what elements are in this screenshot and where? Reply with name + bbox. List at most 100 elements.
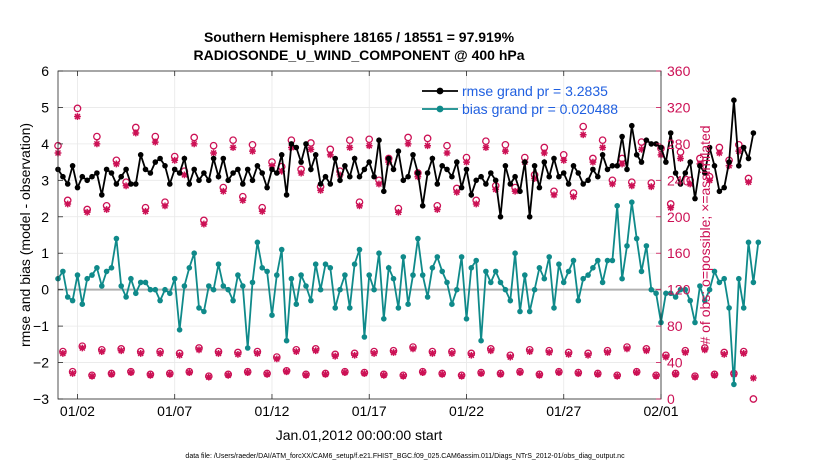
legend-rmse-label: rmse grand pr = 3.2835 [462,83,608,99]
x-tick-label: 01/12 [254,403,289,419]
obs-assimilated-marker [749,374,757,382]
bias-point [376,250,382,256]
obs-assimilated-marker [341,369,349,376]
bias-point [507,297,514,304]
obs-assimilated-marker [375,180,383,188]
bias-point [716,279,723,286]
rmse-point [254,163,261,169]
rmse-point [522,159,528,165]
obs-possible-marker [423,134,432,143]
rmse-point [191,166,197,173]
rmse-point [556,173,562,180]
rmse-point [619,133,625,140]
axes: 01/02 01/07 01/12 01/17 01/22 01/27 02/01 −3 −2 −… [33,63,691,419]
bias-point [196,305,202,311]
y-tick-label-left: 0 [41,282,49,298]
obs-assimilated-marker [438,371,446,378]
bias-point [721,275,727,282]
obs-assimilated-marker [351,351,359,359]
obs-assimilated-marker [652,372,660,380]
rmse-point [308,166,314,173]
obs-assimilated-marker [443,149,451,157]
obs-assimilated-marker [322,371,329,378]
obs-assimilated-marker [263,371,271,378]
bias-point [361,334,368,340]
bias-point [74,272,81,278]
bias-point [575,297,582,304]
rmse-point [240,181,246,187]
obs-assimilated-marker [69,370,76,377]
obs-possible-marker [345,136,354,145]
obs-assimilated-marker [448,350,456,357]
obs-assimilated-marker [516,369,524,376]
y-tick-label-left: −2 [33,355,49,371]
bias-point [303,283,309,289]
y-axis-left-label: rmse and bias (model - observation) [17,123,33,347]
obs-assimilated-marker [258,207,266,215]
y-tick-label-left: −1 [33,318,49,334]
obs-assimilated-marker [278,167,286,175]
obs-assimilated-marker [501,147,509,155]
obs-possible-marker [598,136,607,145]
rmse-point [298,159,304,165]
bias-point [454,286,460,293]
rmse-point [745,155,752,162]
bias-point [410,272,416,278]
rmse-point [546,173,552,180]
bias-point [371,286,377,293]
bias-point [560,279,567,286]
bias-point [278,246,285,253]
bias-point [94,265,100,271]
bias-point [308,297,314,304]
rmse-point [551,155,557,162]
bias-point [502,286,509,293]
rmse-point [103,166,110,173]
rmse-point [312,152,319,158]
rmse-point [235,166,241,173]
rmse-point [648,141,655,147]
rmse-point [84,177,90,184]
legend-bias-label: bias grand pr = 0.020488 [462,101,618,117]
obs-assimilated-marker [715,149,723,157]
rmse-point [244,166,251,173]
legend-rmse-marker [436,87,444,95]
rmse-point [69,163,76,169]
rmse-point [201,170,207,176]
rmse-point [351,155,358,162]
bias-point [624,243,630,249]
rmse-point [424,170,431,176]
bias-point [206,283,212,289]
rmse-point [381,188,387,195]
rmse-point [497,214,504,220]
x-tick-label: 01/02 [60,403,95,419]
bias-point [531,286,538,293]
bias-point [585,272,591,278]
bias-point [254,239,261,246]
obs-assimilated-marker [429,350,436,357]
rmse-point [507,181,514,187]
rmse-point [565,181,572,187]
rmse-point [196,177,202,184]
rmse-point [249,177,256,184]
obs-assimilated-marker [83,208,91,216]
obs-possible-marker [73,104,82,113]
obs-assimilated-marker [219,187,227,195]
rmse-point [142,166,149,173]
rmse-point [356,173,363,180]
obs-assimilated-marker [142,207,149,215]
rmse-point [210,155,217,162]
obs-assimilated-marker [701,346,709,354]
obs-assimilated-marker [171,156,179,164]
bias-point [347,305,353,311]
rmse-point [264,184,270,191]
obs-assimilated-marker [677,155,684,162]
bias-point [580,275,586,282]
bias-point [385,265,392,271]
rmse-point [99,192,105,198]
bias-point [225,286,231,293]
obs-assimilated-marker [570,193,577,201]
obs-assimilated-marker [706,176,714,184]
obs-assimilated-marker [633,369,641,376]
rmse-point [492,177,499,184]
bias-series [55,199,762,388]
